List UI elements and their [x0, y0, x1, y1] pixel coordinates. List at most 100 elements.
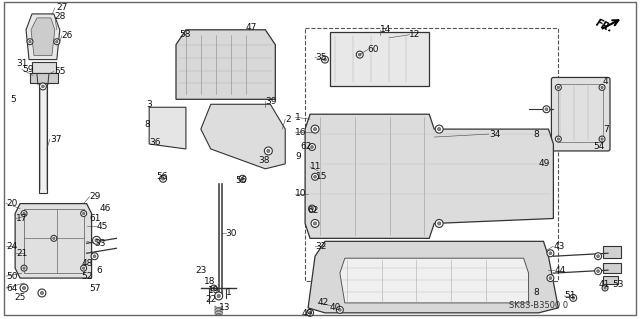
Circle shape	[314, 175, 316, 178]
Text: 37: 37	[50, 135, 61, 144]
Text: 4: 4	[603, 77, 609, 86]
Circle shape	[599, 85, 605, 90]
Text: 47: 47	[246, 23, 257, 32]
Circle shape	[83, 267, 85, 269]
Circle shape	[310, 207, 314, 210]
Circle shape	[239, 175, 246, 182]
Circle shape	[312, 173, 319, 180]
Circle shape	[572, 297, 575, 299]
Circle shape	[545, 108, 548, 111]
Text: 10: 10	[295, 189, 307, 198]
Circle shape	[81, 211, 86, 217]
Text: 8: 8	[534, 130, 540, 138]
Text: 25: 25	[14, 293, 26, 302]
Circle shape	[308, 205, 316, 212]
Text: 6: 6	[97, 266, 102, 275]
Text: 44: 44	[554, 266, 566, 275]
Circle shape	[215, 292, 223, 300]
Circle shape	[22, 286, 26, 290]
Text: 35: 35	[315, 53, 326, 62]
Text: 38: 38	[259, 156, 270, 165]
Text: 27: 27	[57, 4, 68, 12]
Circle shape	[29, 41, 31, 43]
Bar	[30, 73, 58, 84]
Circle shape	[264, 147, 273, 155]
Circle shape	[596, 255, 600, 258]
Text: 19: 19	[208, 286, 220, 295]
Text: 28: 28	[55, 12, 66, 21]
Bar	[603, 276, 618, 284]
Circle shape	[314, 222, 317, 225]
Circle shape	[159, 175, 166, 182]
Circle shape	[211, 285, 217, 291]
Circle shape	[602, 285, 608, 291]
Text: 57: 57	[90, 284, 101, 293]
Text: 22: 22	[206, 295, 217, 304]
Circle shape	[324, 58, 326, 61]
Text: 55: 55	[54, 67, 65, 76]
Text: 5: 5	[10, 95, 16, 104]
Circle shape	[356, 51, 364, 58]
Circle shape	[56, 41, 58, 43]
Circle shape	[556, 85, 561, 90]
Text: 39: 39	[266, 97, 277, 106]
Circle shape	[311, 219, 319, 227]
Text: 46: 46	[100, 204, 111, 213]
Circle shape	[435, 219, 443, 227]
Polygon shape	[26, 14, 60, 60]
Circle shape	[595, 253, 602, 260]
Polygon shape	[15, 204, 92, 278]
Bar	[24, 209, 84, 273]
Circle shape	[20, 284, 28, 292]
Circle shape	[321, 56, 328, 63]
Text: 34: 34	[489, 130, 500, 138]
Circle shape	[95, 239, 98, 242]
Circle shape	[310, 145, 314, 148]
Text: 14: 14	[380, 25, 391, 34]
Text: 60: 60	[367, 45, 379, 54]
Text: 30: 30	[226, 229, 237, 238]
Text: 33: 33	[95, 239, 106, 248]
Circle shape	[547, 275, 554, 282]
Circle shape	[217, 294, 220, 298]
Polygon shape	[176, 30, 275, 99]
Circle shape	[556, 136, 561, 142]
Polygon shape	[31, 18, 55, 56]
Text: 53: 53	[612, 279, 623, 289]
Text: 32: 32	[315, 242, 326, 251]
Text: 49: 49	[538, 160, 550, 168]
Circle shape	[81, 265, 86, 271]
Text: 21: 21	[16, 249, 28, 258]
Bar	[603, 246, 621, 258]
Circle shape	[23, 212, 25, 215]
Circle shape	[91, 253, 98, 260]
FancyBboxPatch shape	[552, 78, 610, 151]
Circle shape	[212, 287, 215, 289]
Text: 7: 7	[603, 125, 609, 134]
Text: 62: 62	[307, 206, 319, 215]
Text: 8: 8	[144, 120, 150, 129]
Circle shape	[570, 294, 577, 301]
Text: 1: 1	[226, 288, 232, 298]
Circle shape	[438, 128, 441, 131]
Text: 64: 64	[6, 284, 17, 293]
Text: 3: 3	[146, 100, 152, 109]
Circle shape	[93, 236, 100, 244]
Polygon shape	[305, 114, 554, 238]
Circle shape	[27, 39, 33, 45]
Text: 15: 15	[316, 172, 328, 181]
Circle shape	[38, 289, 46, 297]
Text: 54: 54	[593, 143, 605, 152]
Text: 58: 58	[179, 30, 191, 39]
Text: 18: 18	[204, 277, 215, 286]
Circle shape	[83, 212, 85, 215]
Circle shape	[311, 125, 319, 133]
Bar	[603, 263, 621, 273]
Polygon shape	[149, 107, 186, 149]
Polygon shape	[340, 258, 529, 303]
Circle shape	[596, 270, 600, 272]
Circle shape	[337, 306, 343, 313]
Circle shape	[549, 252, 552, 255]
Circle shape	[42, 85, 44, 88]
Bar	[32, 62, 56, 73]
